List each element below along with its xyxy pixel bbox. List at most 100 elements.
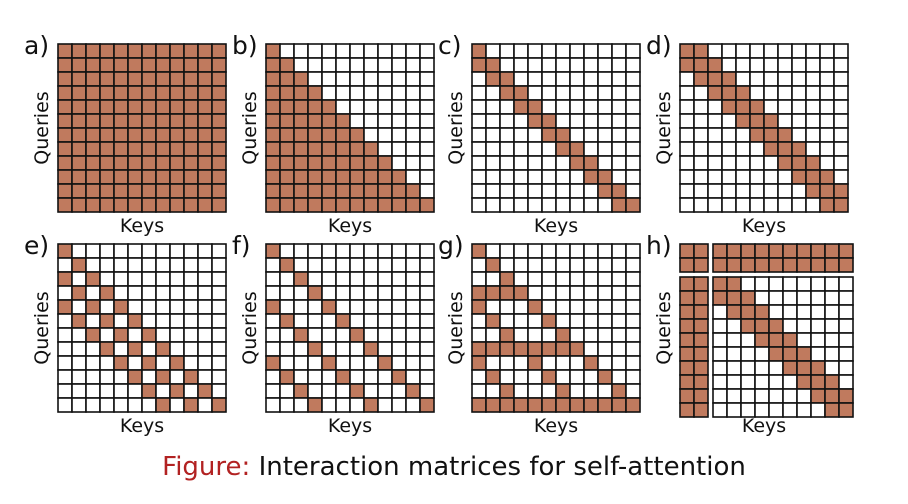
empty-cell [377, 127, 393, 143]
filled-cell [754, 332, 770, 348]
empty-cell [391, 141, 407, 157]
empty-cell [707, 127, 723, 143]
empty-cell [471, 369, 487, 385]
empty-cell [791, 99, 807, 115]
filled-cell [99, 85, 115, 101]
empty-cell [541, 197, 557, 213]
filled-cell [485, 57, 501, 73]
empty-cell [499, 127, 515, 143]
filled-cell [391, 369, 407, 385]
empty-cell [721, 43, 737, 59]
empty-cell [679, 99, 695, 115]
empty-cell [499, 113, 515, 129]
filled-cell [819, 169, 835, 185]
filled-cell [155, 183, 171, 199]
empty-cell [763, 71, 779, 87]
filled-cell [679, 290, 695, 306]
empty-cell [712, 346, 728, 362]
empty-cell [183, 355, 199, 371]
empty-cell [824, 318, 840, 334]
filled-cell [57, 43, 73, 59]
filled-cell [419, 397, 435, 413]
empty-cell [335, 99, 351, 115]
empty-cell [791, 127, 807, 143]
empty-cell [155, 327, 171, 343]
empty-cell [611, 127, 627, 143]
empty-cell [569, 313, 585, 329]
filled-cell [127, 113, 143, 129]
filled-cell [810, 388, 826, 404]
filled-cell [363, 397, 379, 413]
filled-cell [625, 197, 641, 213]
empty-cell [197, 271, 213, 287]
empty-cell [527, 243, 543, 259]
filled-cell [597, 169, 613, 185]
empty-cell [735, 71, 751, 87]
filled-cell [57, 183, 73, 199]
empty-cell [197, 243, 213, 259]
empty-cell [754, 402, 770, 418]
empty-cell [293, 369, 309, 385]
filled-cell [265, 57, 281, 73]
empty-cell [597, 355, 613, 371]
empty-cell [569, 85, 585, 101]
empty-cell [679, 85, 695, 101]
empty-cell [541, 383, 557, 399]
filled-cell [335, 169, 351, 185]
filled-cell [471, 43, 487, 59]
empty-cell [85, 383, 101, 399]
empty-cell [583, 243, 599, 259]
filled-cell [57, 57, 73, 73]
filled-cell [99, 57, 115, 73]
empty-cell [363, 243, 379, 259]
empty-cell [57, 327, 73, 343]
filled-cell [377, 169, 393, 185]
empty-cell [307, 257, 323, 273]
empty-cell [791, 71, 807, 87]
empty-cell [541, 243, 557, 259]
empty-cell [749, 57, 765, 73]
empty-cell [583, 299, 599, 315]
empty-cell [169, 397, 185, 413]
empty-cell [679, 169, 695, 185]
empty-cell [707, 155, 723, 171]
empty-cell [363, 257, 379, 273]
empty-cell [796, 332, 812, 348]
filled-cell [99, 43, 115, 59]
empty-cell [541, 155, 557, 171]
panel-letter: f) [232, 231, 251, 260]
empty-cell [321, 397, 337, 413]
filled-cell [611, 197, 627, 213]
empty-cell [471, 113, 487, 129]
empty-cell [833, 85, 849, 101]
filled-cell [57, 155, 73, 171]
filled-cell [141, 71, 157, 87]
filled-cell [377, 155, 393, 171]
empty-cell [99, 243, 115, 259]
filled-cell [307, 127, 323, 143]
empty-cell [471, 257, 487, 273]
empty-cell [569, 327, 585, 343]
empty-cell [335, 71, 351, 87]
empty-cell [211, 285, 227, 301]
empty-cell [583, 141, 599, 157]
filled-cell [279, 257, 295, 273]
empty-cell [169, 299, 185, 315]
empty-cell [307, 313, 323, 329]
panel-letter: d) [646, 31, 672, 60]
empty-cell [471, 155, 487, 171]
filled-cell [169, 85, 185, 101]
filled-cell [141, 197, 157, 213]
empty-cell [377, 99, 393, 115]
filled-cell [279, 369, 295, 385]
empty-cell [141, 341, 157, 357]
empty-cell [405, 155, 421, 171]
empty-cell [740, 346, 756, 362]
filled-cell [211, 183, 227, 199]
empty-cell [141, 397, 157, 413]
filled-cell [777, 127, 793, 143]
filled-cell [57, 113, 73, 129]
empty-cell [749, 85, 765, 101]
empty-cell [597, 127, 613, 143]
filled-cell [127, 313, 143, 329]
